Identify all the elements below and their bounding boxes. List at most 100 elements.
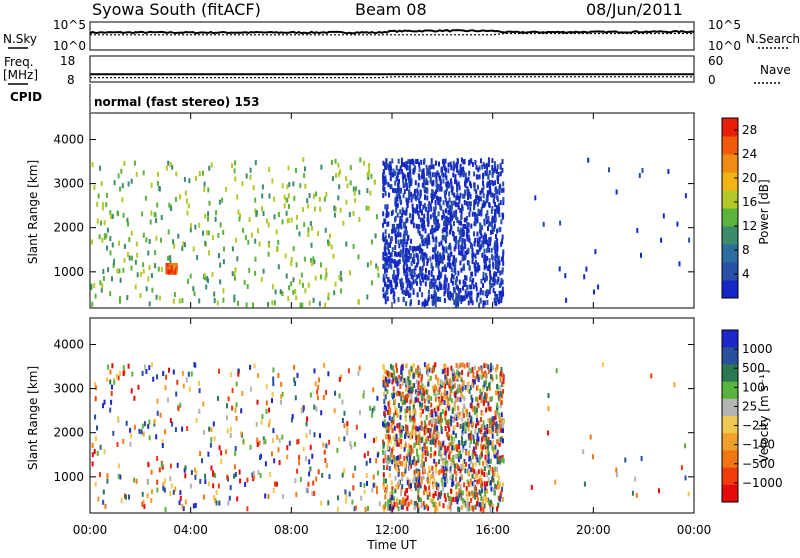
- data-cell: [342, 418, 344, 423]
- data-cell: [257, 373, 259, 378]
- data-cell: [363, 393, 365, 398]
- data-cell: [475, 221, 477, 226]
- data-cell: [119, 187, 121, 192]
- data-cell: [415, 397, 417, 402]
- data-cell: [410, 301, 412, 306]
- data-cell: [221, 198, 223, 203]
- data-cell: [333, 290, 335, 295]
- data-cell: [191, 470, 193, 475]
- data-cell: [408, 166, 410, 171]
- data-cell: [147, 479, 149, 484]
- data-cell: [430, 447, 432, 452]
- data-cell: [502, 497, 504, 502]
- data-cell: [234, 451, 236, 456]
- data-cell: [142, 424, 144, 429]
- data-cell: [345, 242, 347, 247]
- data-cell: [442, 441, 444, 446]
- data-cell: [476, 174, 478, 179]
- data-cell: [226, 415, 228, 420]
- data-cell: [110, 251, 112, 256]
- data-cell: [453, 236, 455, 241]
- data-cell: [256, 438, 258, 443]
- data-cell: [317, 231, 319, 236]
- data-cell: [427, 212, 429, 217]
- data-cell: [378, 273, 380, 278]
- data-cell: [418, 224, 420, 229]
- data-cell: [412, 429, 414, 434]
- data-cell: [420, 385, 422, 390]
- data-cell: [438, 162, 440, 167]
- data-cell: [357, 299, 359, 304]
- data-cell: [170, 206, 172, 211]
- data-cell: [461, 505, 463, 510]
- data-cell: [210, 443, 212, 448]
- data-cell: [268, 222, 270, 227]
- data-cell: [431, 294, 433, 299]
- data-cell: [331, 160, 333, 165]
- data-cell: [410, 219, 412, 224]
- data-cell: [433, 218, 435, 223]
- data-cell: [202, 171, 204, 176]
- data-cell: [274, 300, 276, 305]
- data-cell: [467, 248, 469, 253]
- data-cell: [374, 180, 376, 185]
- data-cell: [462, 448, 464, 453]
- data-cell: [360, 482, 362, 487]
- data-cell: [331, 244, 333, 249]
- data-cell: [392, 169, 394, 174]
- y-tick-label: 2000: [53, 221, 84, 235]
- nsky-label: N.Sky: [3, 32, 37, 46]
- data-cell: [250, 445, 252, 450]
- data-cell: [419, 176, 421, 181]
- data-cell: [187, 279, 189, 284]
- data-cell: [485, 291, 487, 296]
- data-cell: [402, 282, 404, 287]
- data-cell: [150, 220, 152, 225]
- data-cell: [320, 165, 322, 170]
- data-cell: [487, 192, 489, 197]
- data-cell: [408, 293, 410, 298]
- data-cell: [131, 388, 133, 393]
- data-cell: [242, 228, 244, 233]
- data-cell: [472, 493, 474, 498]
- data-cell: [159, 467, 161, 472]
- data-cell: [190, 274, 192, 279]
- data-cell: [184, 242, 186, 247]
- data-cell: [444, 274, 446, 279]
- data-cell: [466, 232, 468, 237]
- data-cell: [474, 267, 476, 272]
- data-cell: [383, 478, 385, 483]
- data-cell: [136, 479, 138, 484]
- data-cell: [639, 173, 641, 178]
- data-cell: [236, 496, 238, 501]
- data-cell: [462, 381, 464, 386]
- data-cell: [236, 256, 238, 261]
- data-cell: [486, 300, 488, 305]
- data-cell: [174, 487, 176, 492]
- data-cell: [171, 484, 173, 489]
- data-cell: [286, 184, 288, 189]
- data-cell: [302, 207, 304, 212]
- data-cell: [182, 241, 184, 246]
- data-cell: [130, 433, 132, 438]
- freq-label: Freq.: [4, 55, 34, 69]
- data-cell: [397, 232, 399, 237]
- data-cell: [373, 475, 375, 480]
- data-cell: [309, 301, 311, 306]
- data-cell: [249, 175, 251, 180]
- data-cell: [176, 380, 178, 385]
- data-cell: [495, 296, 497, 301]
- data-cell: [375, 458, 377, 463]
- data-cell: [464, 275, 466, 280]
- data-cell: [195, 503, 197, 508]
- data-cell: [349, 441, 351, 446]
- data-cell: [384, 495, 386, 500]
- data-cell: [469, 266, 471, 271]
- data-cell: [181, 427, 183, 432]
- data-cell: [543, 222, 545, 227]
- data-cell: [486, 248, 488, 253]
- data-cell: [394, 245, 396, 250]
- data-cell: [385, 213, 387, 218]
- data-cell: [394, 426, 396, 431]
- data-cell: [495, 190, 497, 195]
